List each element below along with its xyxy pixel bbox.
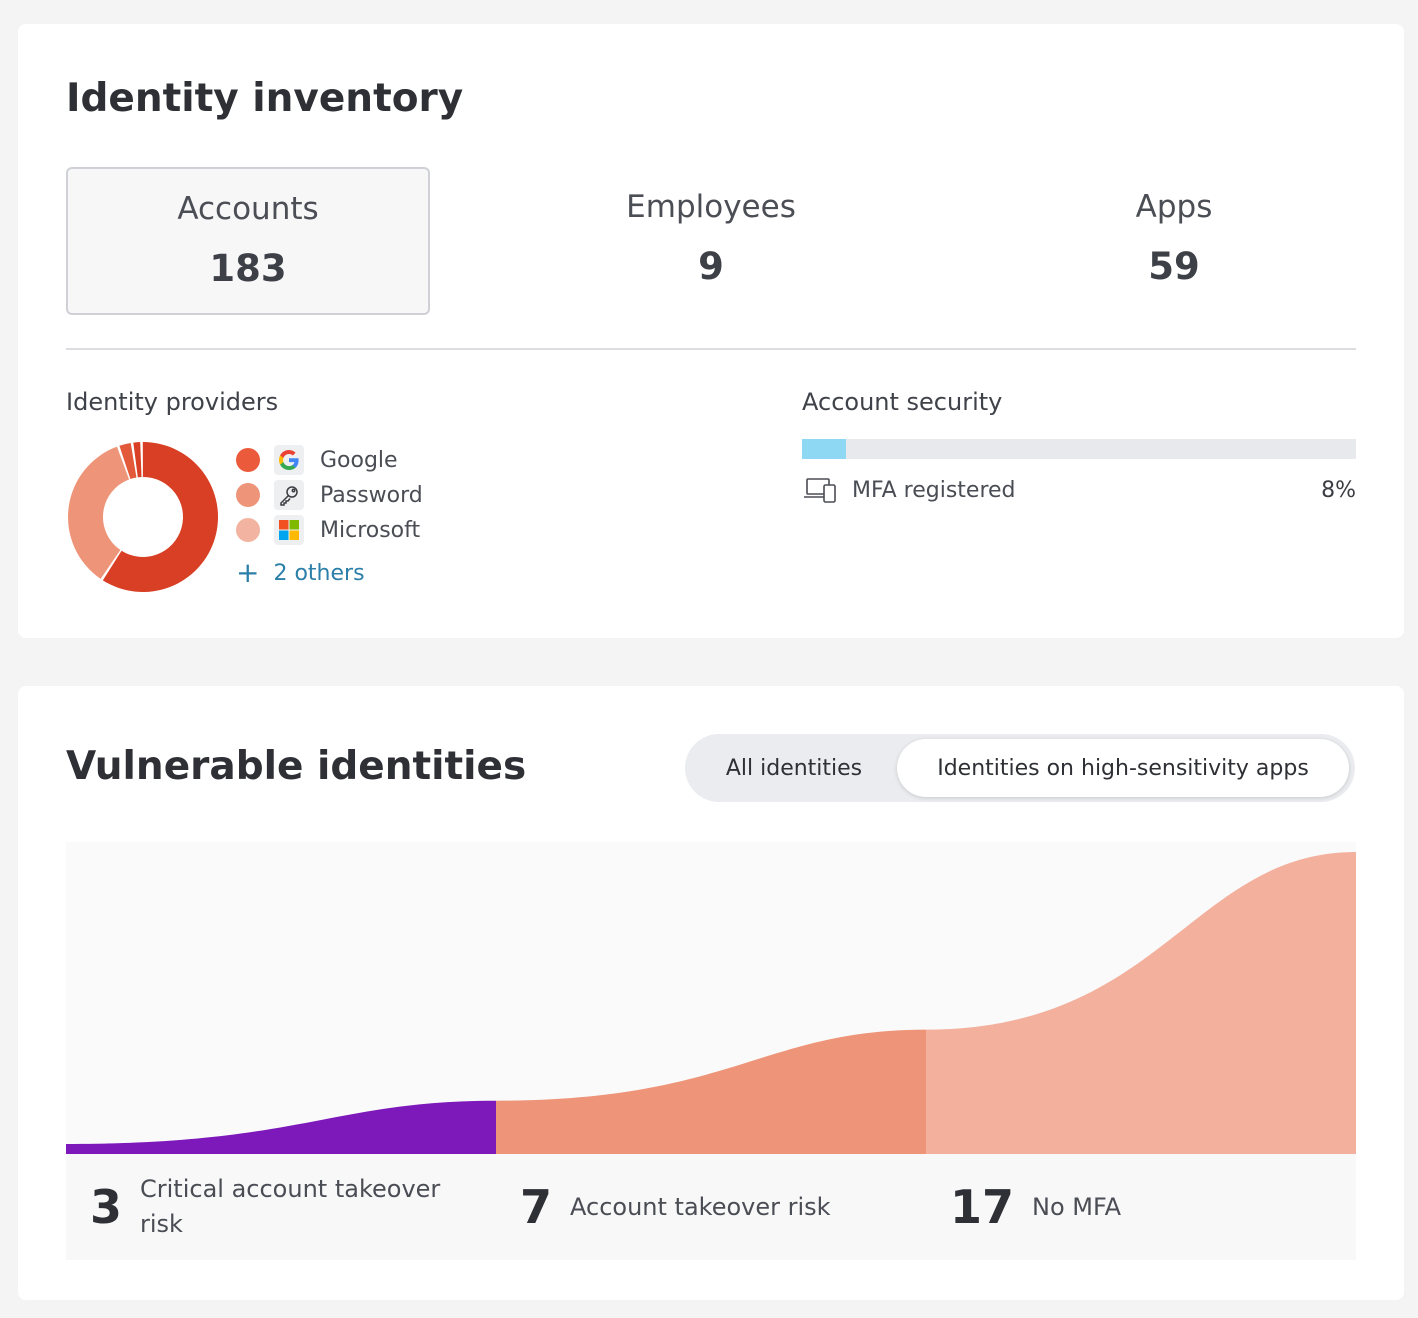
mfa-registered-percent: 8% bbox=[1321, 477, 1356, 503]
metric-ato-count: 7 bbox=[520, 1180, 553, 1234]
google-icon bbox=[274, 445, 304, 475]
identity-inventory-card: Identity inventory Accounts 183 Employee… bbox=[18, 24, 1404, 638]
metric-critical-ato[interactable]: 3 Critical account takeover risk bbox=[90, 1154, 490, 1260]
stat-apps-label: Apps bbox=[1135, 189, 1213, 225]
area-segment-2[interactable] bbox=[496, 1029, 926, 1154]
stat-employees-label: Employees bbox=[626, 189, 796, 225]
metric-no-mfa-label: No MFA bbox=[1032, 1192, 1122, 1221]
area-segment-1[interactable] bbox=[66, 1100, 496, 1154]
legend-dot-microsoft bbox=[236, 518, 260, 542]
toggle-all-identities[interactable]: All identities bbox=[725, 755, 863, 781]
account-security-label: Account security bbox=[802, 388, 1003, 416]
stat-employees[interactable]: Employees 9 bbox=[529, 167, 893, 315]
legend-label-google: Google bbox=[320, 447, 398, 473]
area-segment-3[interactable] bbox=[926, 852, 1356, 1154]
devices-icon bbox=[804, 478, 836, 503]
metric-ato[interactable]: 7 Account takeover risk bbox=[520, 1154, 920, 1260]
metric-no-mfa-count: 17 bbox=[950, 1180, 1015, 1234]
key-icon bbox=[274, 480, 304, 510]
donut-slice-google[interactable] bbox=[102, 442, 218, 592]
stat-apps-value: 59 bbox=[1148, 245, 1200, 288]
identity-providers-label: Identity providers bbox=[66, 388, 279, 416]
legend-item-password: Password bbox=[236, 479, 423, 511]
legend-dot-password bbox=[236, 483, 260, 507]
plus-icon: + bbox=[236, 556, 260, 589]
legend-label-password: Password bbox=[320, 482, 423, 508]
metric-critical-label: Critical account takeover risk bbox=[140, 1175, 441, 1238]
mfa-registered-label: MFA registered bbox=[852, 477, 1016, 503]
identity-providers-donut bbox=[67, 442, 218, 592]
vulnerable-identities-card: Vulnerable identities All identities Ide… bbox=[18, 686, 1404, 1300]
stat-accounts-value: 183 bbox=[209, 247, 287, 290]
mfa-progress-fill bbox=[802, 439, 847, 459]
vulnerable-identities-title: Vulnerable identities bbox=[66, 744, 527, 789]
microsoft-icon bbox=[274, 515, 304, 545]
stat-apps[interactable]: Apps 59 bbox=[992, 167, 1356, 315]
mfa-progress-bar bbox=[802, 439, 1356, 459]
vulnerable-identities-area-chart bbox=[66, 842, 1356, 1154]
stat-employees-value: 9 bbox=[698, 245, 724, 288]
metric-no-mfa[interactable]: 17 No MFA bbox=[950, 1154, 1350, 1260]
metric-critical-count: 3 bbox=[90, 1180, 123, 1234]
legend-item-microsoft: Microsoft bbox=[236, 514, 420, 546]
chart-footer: 3 Critical account takeover risk 7 Accou… bbox=[66, 1154, 1356, 1260]
section-divider bbox=[66, 348, 1356, 350]
toggle-high-sensitivity-apps[interactable]: Identities on high-sensitivity apps bbox=[897, 739, 1349, 797]
mfa-row: MFA registered 8% bbox=[802, 474, 1356, 506]
donut-slice-others-1[interactable] bbox=[119, 443, 137, 480]
identity-scope-toggle: All identities Identities on high-sensit… bbox=[685, 734, 1355, 802]
legend-label-microsoft: Microsoft bbox=[320, 517, 421, 543]
donut-slice-password[interactable] bbox=[67, 446, 130, 579]
donut-slice-others-2[interactable] bbox=[133, 442, 142, 478]
metric-ato-label: Account takeover risk bbox=[570, 1192, 831, 1221]
identity-inventory-title: Identity inventory bbox=[66, 76, 464, 121]
stat-accounts-label: Accounts bbox=[177, 191, 319, 227]
show-others-label: 2 others bbox=[273, 560, 365, 586]
stat-accounts[interactable]: Accounts 183 bbox=[66, 167, 430, 315]
legend-item-google: Google bbox=[236, 444, 398, 476]
legend-dot-google bbox=[236, 448, 260, 472]
show-others-link[interactable]: + 2 others bbox=[236, 557, 365, 589]
